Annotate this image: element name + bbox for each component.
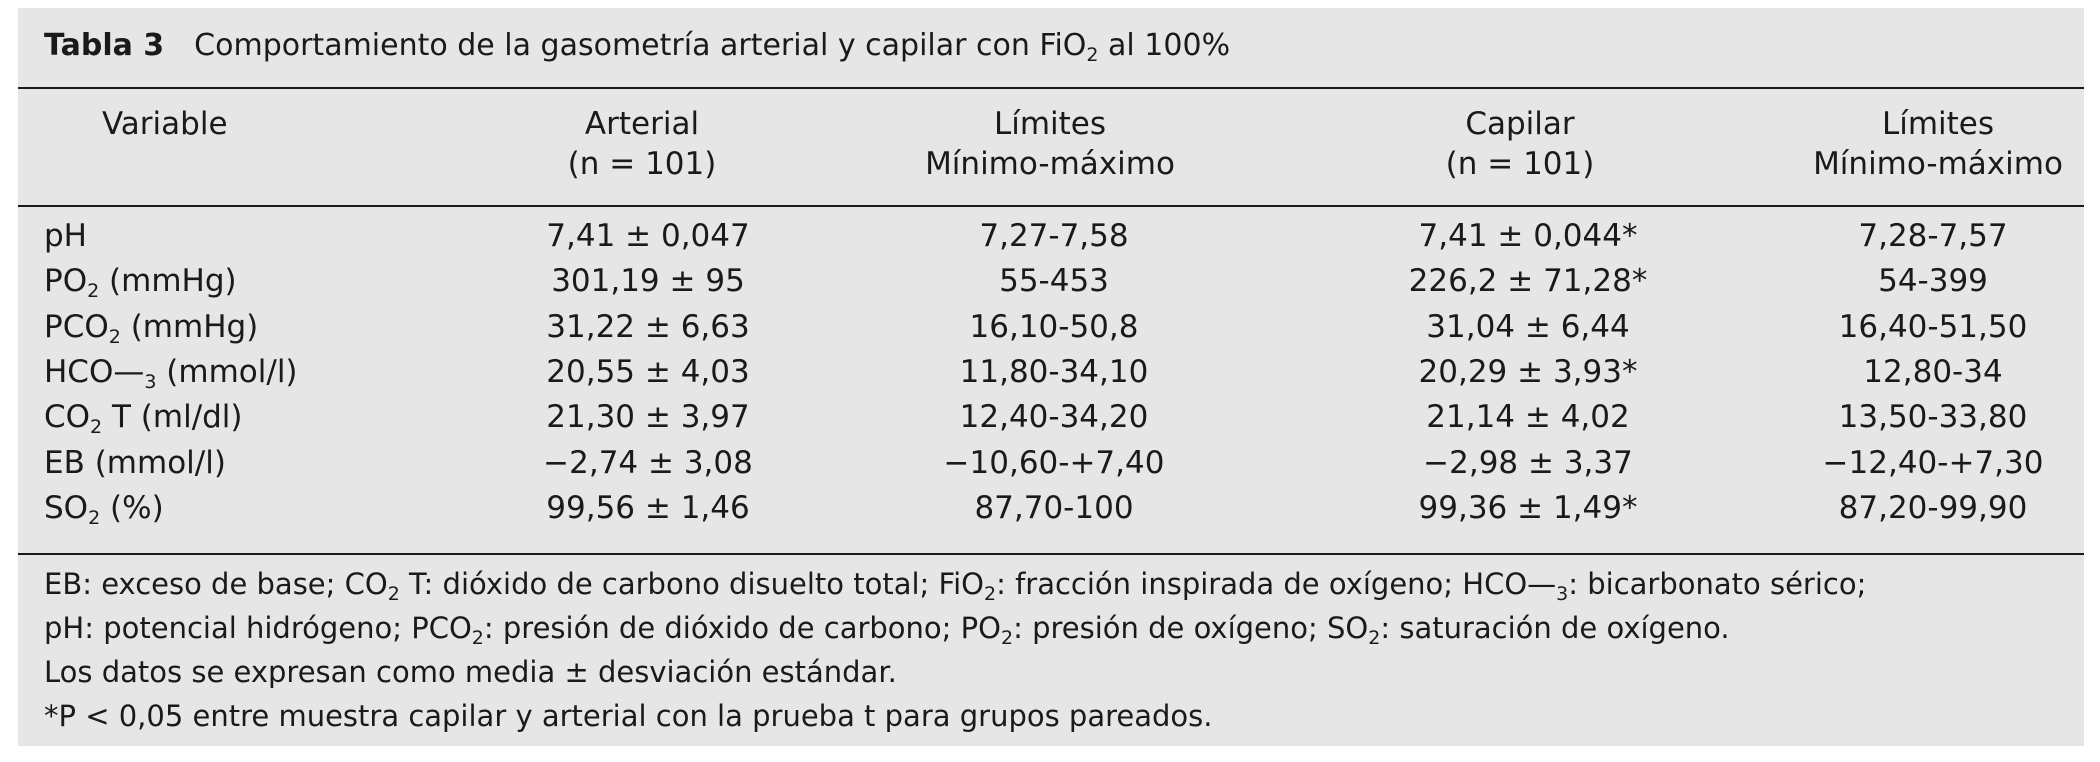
variable-cell: CO2 T (ml/dl) — [44, 399, 243, 438]
variable-cell: PCO2 (mmHg) — [44, 309, 259, 348]
capilar-cell: 7,41 ± 0,044* — [1418, 218, 1638, 254]
lim-a-cell: 87,70-100 — [974, 490, 1134, 526]
variable-cell: PO2 (mmHg) — [44, 263, 237, 302]
arterial-cell: 20,55 ± 4,03 — [546, 354, 750, 390]
arterial-cell: 99,56 ± 1,46 — [546, 490, 750, 526]
bottom-rule — [18, 553, 2084, 555]
lim-c-cell: 16,40-51,50 — [1838, 309, 2028, 345]
lim-c-cell: −12,40-+7,30 — [1822, 445, 2044, 481]
capilar-cell: −2,98 ± 3,37 — [1423, 445, 1633, 481]
header-limits-capilar: Límites Mínimo-máximo — [1813, 106, 2063, 182]
table-title: Comportamiento de la gasometría arterial… — [194, 28, 1231, 66]
capilar-cell: 20,29 ± 3,93* — [1418, 354, 1638, 390]
arterial-cell: 31,22 ± 6,63 — [546, 309, 750, 345]
lim-c-cell: 54-399 — [1878, 263, 1988, 299]
lim-c-cell: 13,50-33,80 — [1838, 399, 2028, 435]
lim-c-cell: 7,28-7,57 — [1858, 218, 2008, 254]
arterial-cell: 7,41 ± 0,047 — [546, 218, 750, 254]
lim-a-cell: 16,10-50,8 — [969, 309, 1139, 345]
header-capilar: Capilar (n = 101) — [1445, 106, 1595, 182]
variable-cell: SO2 (%) — [44, 490, 164, 529]
lim-a-cell: 12,40-34,20 — [959, 399, 1149, 435]
header-limits-arterial: Límites Mínimo-máximo — [925, 106, 1175, 182]
variable-cell: EB (mmol/l) — [44, 445, 226, 481]
lim-a-cell: −10,60-+7,40 — [943, 445, 1165, 481]
lim-a-cell: 55-453 — [999, 263, 1109, 299]
capilar-cell: 21,14 ± 4,02 — [1426, 399, 1630, 435]
lim-c-cell: 87,20-99,90 — [1838, 490, 2028, 526]
table-caption: Tabla 3 Comportamiento de la gasometría a… — [44, 26, 1230, 66]
variable-cell: pH — [44, 218, 87, 254]
header-rule — [18, 205, 2084, 207]
capilar-cell: 99,36 ± 1,49* — [1418, 490, 1638, 526]
variable-cell: HCO—3 (mmol/l) — [44, 354, 298, 393]
top-rule — [18, 87, 2084, 89]
footnote-abbreviations-1: EB: exceso de base; CO2 T: dióxido de ca… — [44, 567, 1867, 605]
header-arterial: Arterial (n = 101) — [567, 106, 717, 182]
arterial-cell: 301,19 ± 95 — [551, 263, 745, 299]
lim-c-cell: 12,80-34 — [1863, 354, 2003, 390]
table-panel: Tabla 3 Comportamiento de la gasometría a… — [18, 8, 2084, 746]
lim-a-cell: 7,27-7,58 — [979, 218, 1129, 254]
footnote-data-format: Los datos se expresan como media ± desvi… — [44, 655, 897, 689]
table-label: Tabla 3 — [44, 28, 165, 63]
arterial-cell: 21,30 ± 3,97 — [546, 399, 750, 435]
arterial-cell: −2,74 ± 3,08 — [543, 445, 753, 481]
footnote-significance: *P < 0,05 entre muestra capilar y arteri… — [44, 699, 1213, 733]
footnote-abbreviations-2: pH: potencial hidrógeno; PCO2: presión d… — [44, 611, 1730, 649]
capilar-cell: 31,04 ± 6,44 — [1426, 309, 1630, 345]
header-variable: Variable — [102, 106, 228, 142]
capilar-cell: 226,2 ± 71,28* — [1408, 263, 1648, 299]
lim-a-cell: 11,80-34,10 — [959, 354, 1149, 390]
